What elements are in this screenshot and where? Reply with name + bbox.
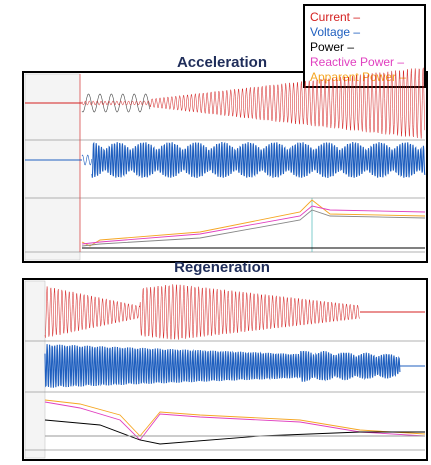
panel-title: Regeneration [174,259,270,276]
waveform [44,344,401,388]
trace [44,419,425,445]
waveform [44,284,360,340]
legend-entry: Apparent Power – [310,70,406,84]
panel-title: Acceleration [177,54,267,71]
legend-entry: Voltage – [310,25,360,39]
legend-box [303,4,426,88]
label-column [24,280,46,459]
trace [44,401,426,441]
trace [81,209,426,247]
trace [81,205,426,245]
legend-entry: Power – [310,40,354,54]
label-column [24,73,81,261]
trace [44,399,426,437]
waveform [91,141,426,179]
waveform [81,93,151,113]
waveform [81,67,425,139]
legend: Current – Voltage – Power – Reactive Pow… [303,4,426,88]
waveform [81,154,93,166]
legend-entry: Reactive Power – [310,55,404,69]
legend-entry: Current – [310,10,360,24]
